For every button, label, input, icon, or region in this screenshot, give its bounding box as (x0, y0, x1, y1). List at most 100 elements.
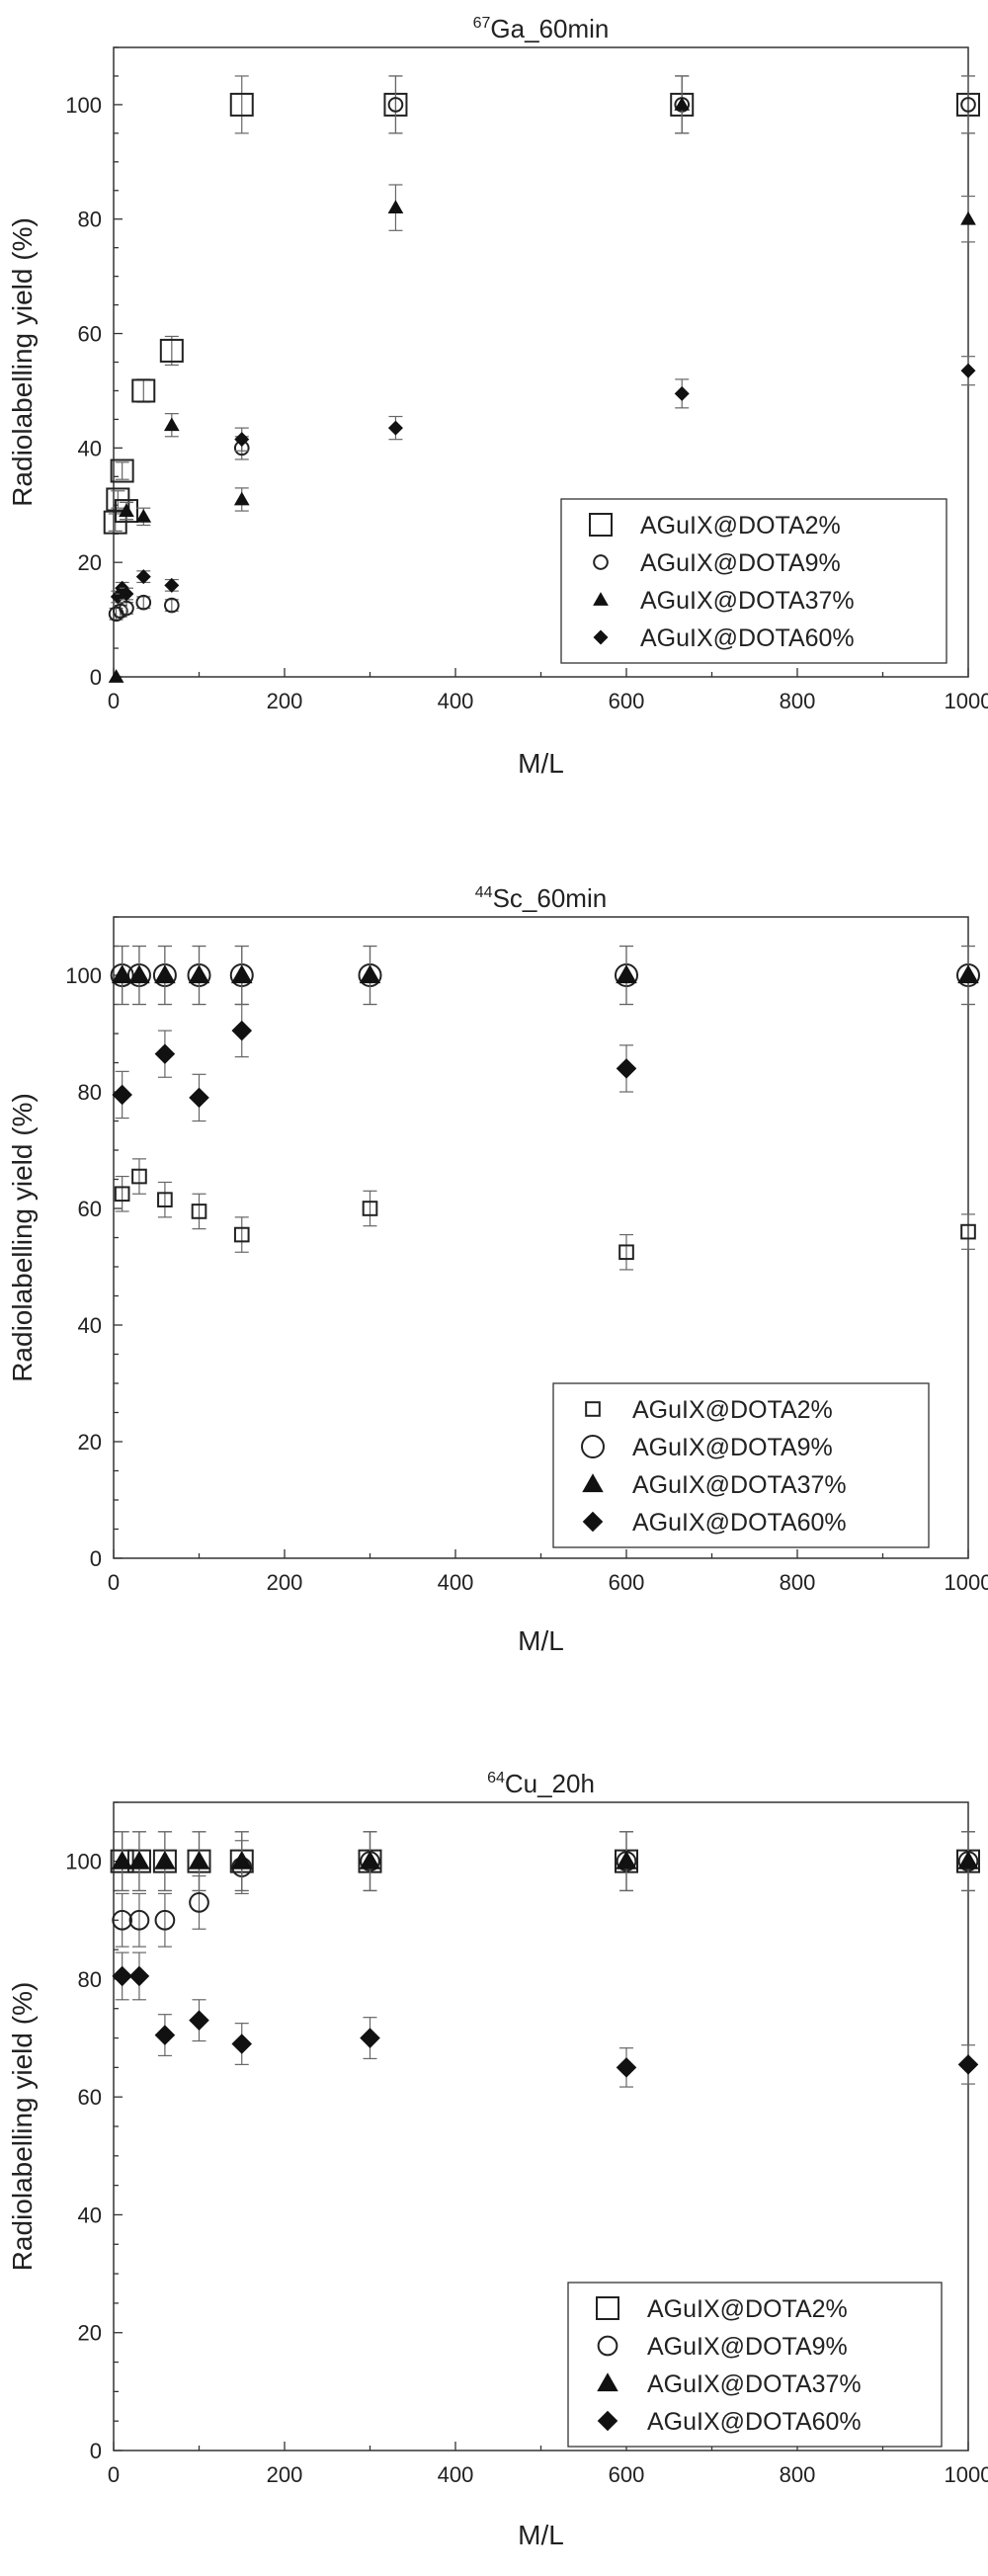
data-point (674, 97, 691, 111)
data-point (154, 964, 176, 984)
legend-entry-label: AGuIX@DOTA2% (647, 2295, 848, 2323)
error-bar (961, 1213, 975, 1250)
chart-title-superscript: 64 (487, 1770, 505, 1787)
data-point (128, 1909, 150, 1931)
legend: AGuIX@DOTA2% AGuIX@DOTA9% AGuIX@DOTA37% AGu… (552, 1382, 930, 1548)
error-bar (157, 1892, 172, 1948)
chart-title: 64Cu_20h (487, 1769, 595, 1798)
chart-title: 67Ga_60min (473, 14, 610, 43)
y-tick-label: 100 (65, 93, 102, 118)
error-bar (131, 1892, 146, 1948)
x-tick-label: 0 (108, 2462, 120, 2487)
legend-marker (589, 513, 613, 537)
y-tick-label: 100 (65, 1850, 102, 1874)
data-point (231, 2034, 253, 2054)
legend-entry-label: AGuIX@DOTA37% (647, 2370, 862, 2398)
data-point (234, 432, 250, 448)
data-point (128, 964, 150, 984)
legend-marker (597, 2335, 618, 2357)
data-point (119, 586, 134, 602)
data-point (110, 458, 134, 483)
legend-entry-label: AGuIX@DOTA9% (632, 1434, 833, 1461)
y-tick-label: 0 (90, 1546, 102, 1571)
data-point (154, 2025, 176, 2045)
data-point (233, 491, 250, 506)
legend-box (567, 2282, 943, 2448)
series-3 (111, 945, 979, 1006)
chart-title-superscript: 44 (475, 884, 493, 901)
legend-marker (597, 2372, 618, 2392)
data-point (229, 92, 254, 117)
error-bar (192, 1193, 206, 1230)
legend-entry-label: AGuIX@DOTA2% (640, 512, 841, 540)
data-point (164, 597, 180, 614)
x-tick-label: 0 (108, 1570, 120, 1595)
data-point (189, 1892, 209, 1913)
data-point (128, 1965, 150, 1987)
x-tick-label: 600 (609, 2462, 645, 2487)
data-point (674, 385, 690, 401)
y-tick-label: 100 (65, 963, 102, 988)
x-tick-label: 400 (438, 689, 474, 713)
data-point (135, 594, 152, 611)
y-tick-label: 20 (78, 550, 102, 575)
series-3 (111, 1831, 979, 1892)
x-axis-label: M/L (518, 748, 564, 779)
data-point (154, 1850, 176, 1870)
data-point (112, 1909, 133, 1931)
data-point (960, 1223, 976, 1240)
error-bar (234, 75, 249, 134)
data-point (108, 669, 124, 683)
data-point (111, 964, 133, 984)
y-tick-label: 80 (78, 1080, 102, 1105)
x-tick-label: 0 (108, 689, 120, 713)
series-3 (108, 75, 976, 683)
chart-title-main: Cu_20h (505, 1769, 595, 1798)
data-point (387, 200, 404, 214)
error-bar (136, 378, 151, 403)
error-bar (388, 75, 403, 134)
x-axis-label: M/L (518, 1625, 564, 1656)
legend-marker (596, 2296, 619, 2320)
x-tick-label: 800 (780, 2462, 816, 2487)
data-point (131, 378, 156, 403)
legend-entry-label: AGuIX@DOTA37% (632, 1471, 847, 1499)
data-point (164, 577, 180, 593)
x-axis-label: M/L (518, 2520, 564, 2550)
data-point (154, 1043, 176, 1064)
y-tick-label: 40 (78, 2202, 102, 2227)
data-point (233, 1226, 250, 1243)
data-point (360, 2028, 380, 2048)
data-point (119, 600, 134, 617)
data-point (957, 2054, 979, 2075)
error-bar (234, 1216, 249, 1253)
legend-entry-label: AGuIX@DOTA37% (640, 587, 855, 615)
legend-box (560, 498, 947, 664)
x-tick-label: 800 (780, 689, 816, 713)
x-tick-label: 200 (267, 2462, 303, 2487)
data-point (957, 1850, 979, 1870)
data-point (616, 1850, 637, 1870)
legend-marker (585, 1401, 601, 1417)
data-point (387, 97, 404, 113)
data-point (135, 509, 152, 523)
data-point (359, 964, 381, 984)
data-point (188, 964, 210, 984)
data-point (157, 1192, 173, 1207)
legend-entry-label: AGuIX@DOTA2% (632, 1396, 833, 1424)
x-tick-label: 1000 (945, 2462, 988, 2487)
data-point (616, 1058, 637, 1079)
series-2 (112, 1831, 979, 1948)
error-bar (363, 1190, 377, 1227)
data-point (111, 1850, 133, 1870)
data-point (960, 97, 976, 113)
legend-entry-label: AGuIX@DOTA60% (640, 624, 855, 652)
x-tick-label: 1000 (945, 1570, 988, 1595)
data-point (189, 1087, 209, 1109)
y-tick-label: 20 (78, 2321, 102, 2346)
y-tick-label: 0 (90, 665, 102, 690)
data-point (135, 569, 151, 585)
